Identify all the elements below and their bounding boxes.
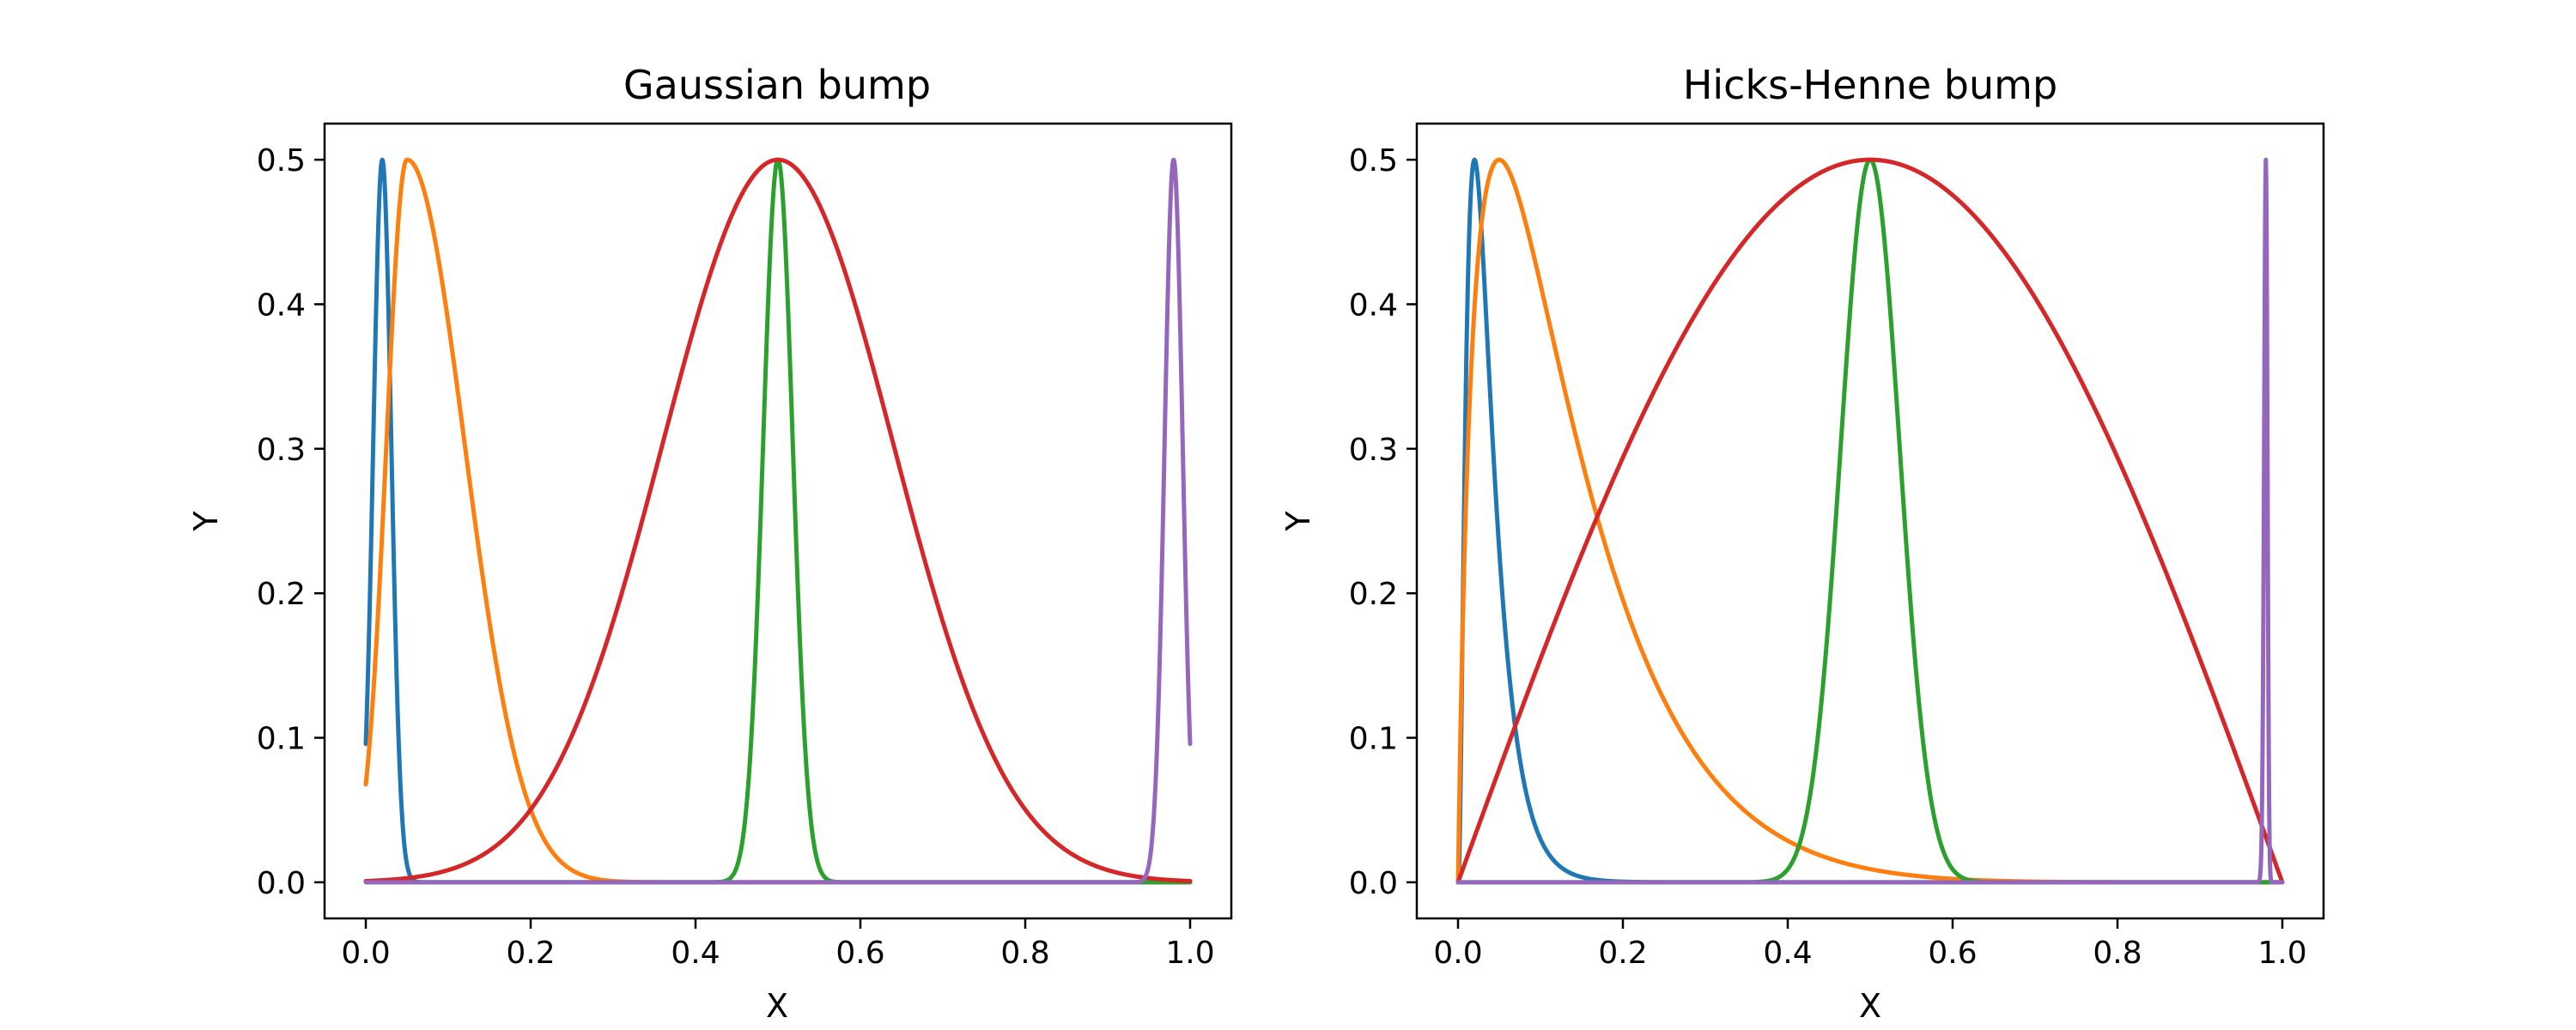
y-tick-label: 0.0 <box>257 866 306 901</box>
chart-gaussian-bump: Gaussian bump 0.0 0.2 0.4 0.6 0.8 1.0 0.00.10… <box>187 62 1233 1025</box>
series-line-2 <box>363 157 1193 885</box>
series-line-1 <box>363 157 1193 885</box>
y-tick-label: 0.3 <box>1349 433 1398 468</box>
chart-title: Gaussian bump <box>623 62 931 108</box>
plot-frame <box>323 122 1233 920</box>
x-tick-label: 0.2 <box>1598 936 1647 971</box>
series-line-5 <box>363 157 1193 885</box>
y-axis-label: Y <box>187 511 225 532</box>
plot-frame <box>1415 122 2325 920</box>
x-tick-label: 0.8 <box>1000 936 1049 971</box>
x-axis: 0.0 0.2 0.4 0.6 0.8 1.0 <box>341 918 1215 971</box>
y-tick-label: 0.1 <box>1349 722 1398 757</box>
y-axis: 0.0 0.1 0.2 0.3 0.4 0.5 <box>257 143 325 901</box>
x-tick-label: 0.4 <box>671 936 720 971</box>
y-tick-label: 0.0 <box>1349 866 1398 901</box>
series-line-3 <box>1455 157 2285 885</box>
y-axis-label: Y <box>1279 511 1317 532</box>
chart-title: Hicks-Henne bump <box>1683 62 2057 108</box>
series-group <box>363 157 1193 885</box>
y-tick-label: 0.1 <box>257 722 306 757</box>
series-line-3 <box>363 157 1193 885</box>
y-tick-label: 0.5 <box>1349 143 1398 179</box>
x-tick-label: 0.6 <box>1928 936 1977 971</box>
series-line-5 <box>1455 157 2285 885</box>
y-axis: 0.0 0.1 0.2 0.3 0.4 0.5 <box>1349 143 1417 901</box>
series-line-1 <box>1455 157 2285 885</box>
x-tick-label: 0.2 <box>506 936 555 971</box>
x-tick-label: 0.0 <box>341 936 390 971</box>
x-axis-label: X <box>766 987 788 1025</box>
x-tick-label: 1.0 <box>2257 936 2306 971</box>
y-tick-label: 0.4 <box>1349 288 1398 323</box>
x-tick-label: 0.6 <box>835 936 884 971</box>
y-tick-label: 0.2 <box>257 577 306 612</box>
y-tick-label: 0.5 <box>257 143 306 179</box>
x-tick-label: 0.8 <box>2093 936 2142 971</box>
series-line-4 <box>363 157 1193 883</box>
series-line-2 <box>1455 157 2285 885</box>
x-axis: 0.0 0.2 0.4 0.6 0.8 1.0 <box>1433 918 2307 971</box>
x-tick-label: 1.0 <box>1165 936 1214 971</box>
y-tick-label: 0.4 <box>257 288 306 323</box>
series-line-4 <box>1455 157 2285 885</box>
x-tick-label: 0.4 <box>1763 936 1812 971</box>
y-tick-label: 0.3 <box>257 433 306 468</box>
series-group <box>1455 157 2285 885</box>
chart-hicks-henne-bump: Hicks-Henne bump 0.0 0.2 0.4 0.6 0.8 1.0 0.00… <box>1279 62 2325 1025</box>
x-tick-label: 0.0 <box>1433 936 1482 971</box>
x-axis-label: X <box>1859 987 1881 1025</box>
y-tick-label: 0.2 <box>1349 577 1398 612</box>
